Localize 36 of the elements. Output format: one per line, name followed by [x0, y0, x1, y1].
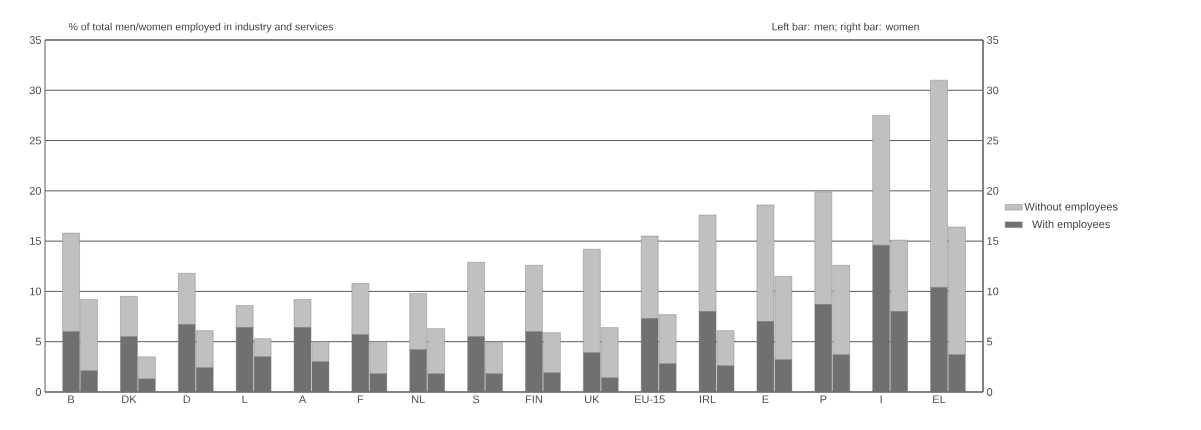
y-tick-label: 15	[30, 237, 42, 245]
y2-tick-label: 30	[986, 86, 999, 95]
y-tick-label: 10	[30, 287, 42, 296]
x-tick-label: F	[357, 395, 364, 404]
x-tick-label: NL	[412, 395, 425, 404]
y2-tick-label: 15	[987, 237, 999, 245]
y-tick-label: 30	[29, 86, 42, 95]
y2-tick-label: 35	[986, 36, 999, 44]
x-tick-label: A	[298, 395, 307, 404]
x-tick-label: S	[472, 395, 480, 404]
y-tick-label: 0	[35, 388, 42, 396]
x-tick-label: P	[820, 395, 827, 404]
y2-tick-label: 20	[987, 186, 999, 195]
x-tick-label: EL	[933, 395, 946, 404]
y-tick-label: 35	[29, 36, 42, 44]
y2-tick-label: 10	[987, 287, 999, 296]
x-tick-label: FIN	[526, 395, 542, 404]
text: Left bar: men; right bar: women	[772, 22, 919, 33]
x-tick-label: I	[880, 395, 882, 404]
legend-label: Without employees	[1024, 202, 1118, 213]
y2-tick-label: 0	[986, 388, 993, 396]
x-tick-label: D	[183, 395, 191, 404]
x-tick-label: EU-15	[635, 395, 665, 404]
y2-tick-label: 25	[987, 136, 999, 145]
y-tick-label: 25	[29, 136, 42, 145]
x-tick-label: L	[242, 395, 248, 404]
chart-title: % of total men/women employed in industry and services	[68, 22, 334, 33]
y-tick-label: 5	[35, 337, 42, 346]
y-tick-label: 20	[29, 186, 42, 195]
x-tick-label: IRL	[700, 395, 716, 404]
y2-tick-label: 5	[986, 337, 993, 346]
x-tick-label: DK	[122, 395, 137, 404]
x-tick-label: UK	[585, 395, 600, 404]
x-tick-label: B	[68, 395, 75, 404]
legend-label: With employees	[1032, 219, 1110, 231]
x-tick-label: E	[762, 395, 769, 404]
